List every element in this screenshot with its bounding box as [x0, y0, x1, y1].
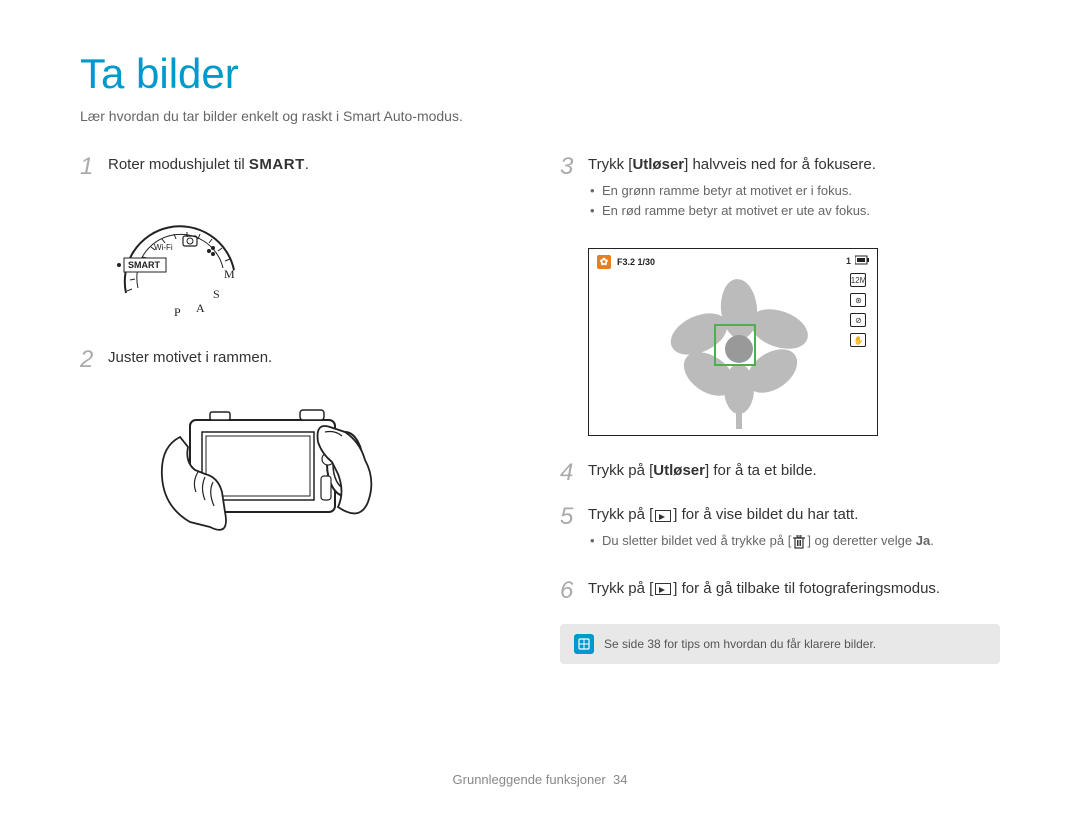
step-text: Trykk på [] for å vise bildet du har tat… — [588, 504, 1000, 559]
step-4: 4 Trykk på [Utløser] for å ta et bilde. — [560, 460, 1000, 486]
page-title: Ta bilder — [80, 50, 1000, 98]
resolution-icon: 12M — [850, 273, 866, 287]
step-text: Trykk på [] for å gå tilbake til fotogra… — [588, 578, 1000, 601]
bullet-item: En grønn ramme betyr at motivet er i fok… — [588, 181, 1000, 202]
screen-top-bar: ✿ F3.2 1/30 — [597, 255, 655, 269]
bullet-item: Du sletter bildet ved å trykke på [] og … — [588, 531, 1000, 552]
page-subtitle: Lær hvordan du tar bilder enkelt og rask… — [80, 108, 1000, 124]
camera-lcd: ✿ F3.2 1/30 1 12M ⊛ ⊘ ✋ — [588, 248, 878, 436]
step-number: 1 — [80, 154, 108, 180]
svg-text:M: M — [224, 267, 235, 281]
step-6: 6 Trykk på [] for å gå tilbake til fotog… — [560, 578, 1000, 604]
step-3: 3 Trykk [Utløser] halvveis ned for å fok… — [560, 154, 1000, 230]
macro-icon: ✿ — [597, 255, 611, 269]
svg-text:P: P — [174, 305, 181, 318]
frame-counter: 1 — [846, 256, 851, 266]
flash-icon: ⊘ — [850, 313, 866, 327]
exposure-readout: F3.2 1/30 — [617, 257, 655, 267]
mode-icon: ⊛ — [850, 293, 866, 307]
stabilizer-icon: ✋ — [850, 333, 866, 347]
left-column: 1 Roter modushjulet til SMART. — [80, 154, 520, 664]
trash-icon — [793, 535, 805, 549]
tip-note: Se side 38 for tips om hvordan du får kl… — [560, 624, 1000, 664]
step-2: 2 Juster motivet i rammen. — [80, 347, 520, 373]
right-column: 3 Trykk [Utløser] halvveis ned for å fok… — [560, 154, 1000, 664]
camera-screen-illustration: ✿ F3.2 1/30 1 12M ⊛ ⊘ ✋ — [588, 248, 1000, 436]
step-5: 5 Trykk på [] for å vise bildet du har t… — [560, 504, 1000, 559]
screen-right-bar: 1 12M ⊛ ⊘ ✋ — [846, 255, 871, 347]
battery-icon — [855, 255, 871, 267]
content-columns: 1 Roter modushjulet til SMART. — [80, 154, 1000, 664]
focus-frame — [714, 324, 756, 366]
bullet-item: En rød ramme betyr at motivet er ute av … — [588, 201, 1000, 222]
mode-dial-illustration: Wi-Fi M S A P SMART — [116, 198, 520, 323]
step-number: 4 — [560, 460, 588, 486]
note-icon — [574, 634, 594, 654]
step-text: Roter modushjulet til SMART. — [108, 154, 520, 177]
playback-icon — [655, 510, 671, 522]
page-footer: Grunnleggende funksjoner 34 — [0, 772, 1080, 787]
manual-page: Ta bilder Lær hvordan du tar bilder enke… — [0, 0, 1080, 704]
bullet-list: En grønn ramme betyr at motivet er i fok… — [588, 181, 1000, 223]
playback-icon — [655, 583, 671, 595]
svg-text:SMART: SMART — [128, 260, 160, 270]
svg-text:S: S — [213, 287, 220, 301]
step-text: Trykk på [Utløser] for å ta et bilde. — [588, 460, 1000, 483]
step-number: 6 — [560, 578, 588, 604]
step-number: 2 — [80, 347, 108, 373]
step-text: Juster motivet i rammen. — [108, 347, 520, 370]
svg-text:Wi-Fi: Wi-Fi — [154, 243, 173, 252]
step-text: Trykk [Utløser] halvveis ned for å fokus… — [588, 154, 1000, 230]
smart-label: SMART — [249, 156, 305, 173]
camera-hold-illustration — [150, 392, 520, 567]
step-number: 5 — [560, 504, 588, 530]
step-number: 3 — [560, 154, 588, 180]
bullet-list: Du sletter bildet ved å trykke på [] og … — [588, 531, 1000, 552]
note-text: Se side 38 for tips om hvordan du får kl… — [604, 637, 876, 651]
step-1: 1 Roter modushjulet til SMART. — [80, 154, 520, 180]
svg-text:A: A — [196, 301, 205, 315]
